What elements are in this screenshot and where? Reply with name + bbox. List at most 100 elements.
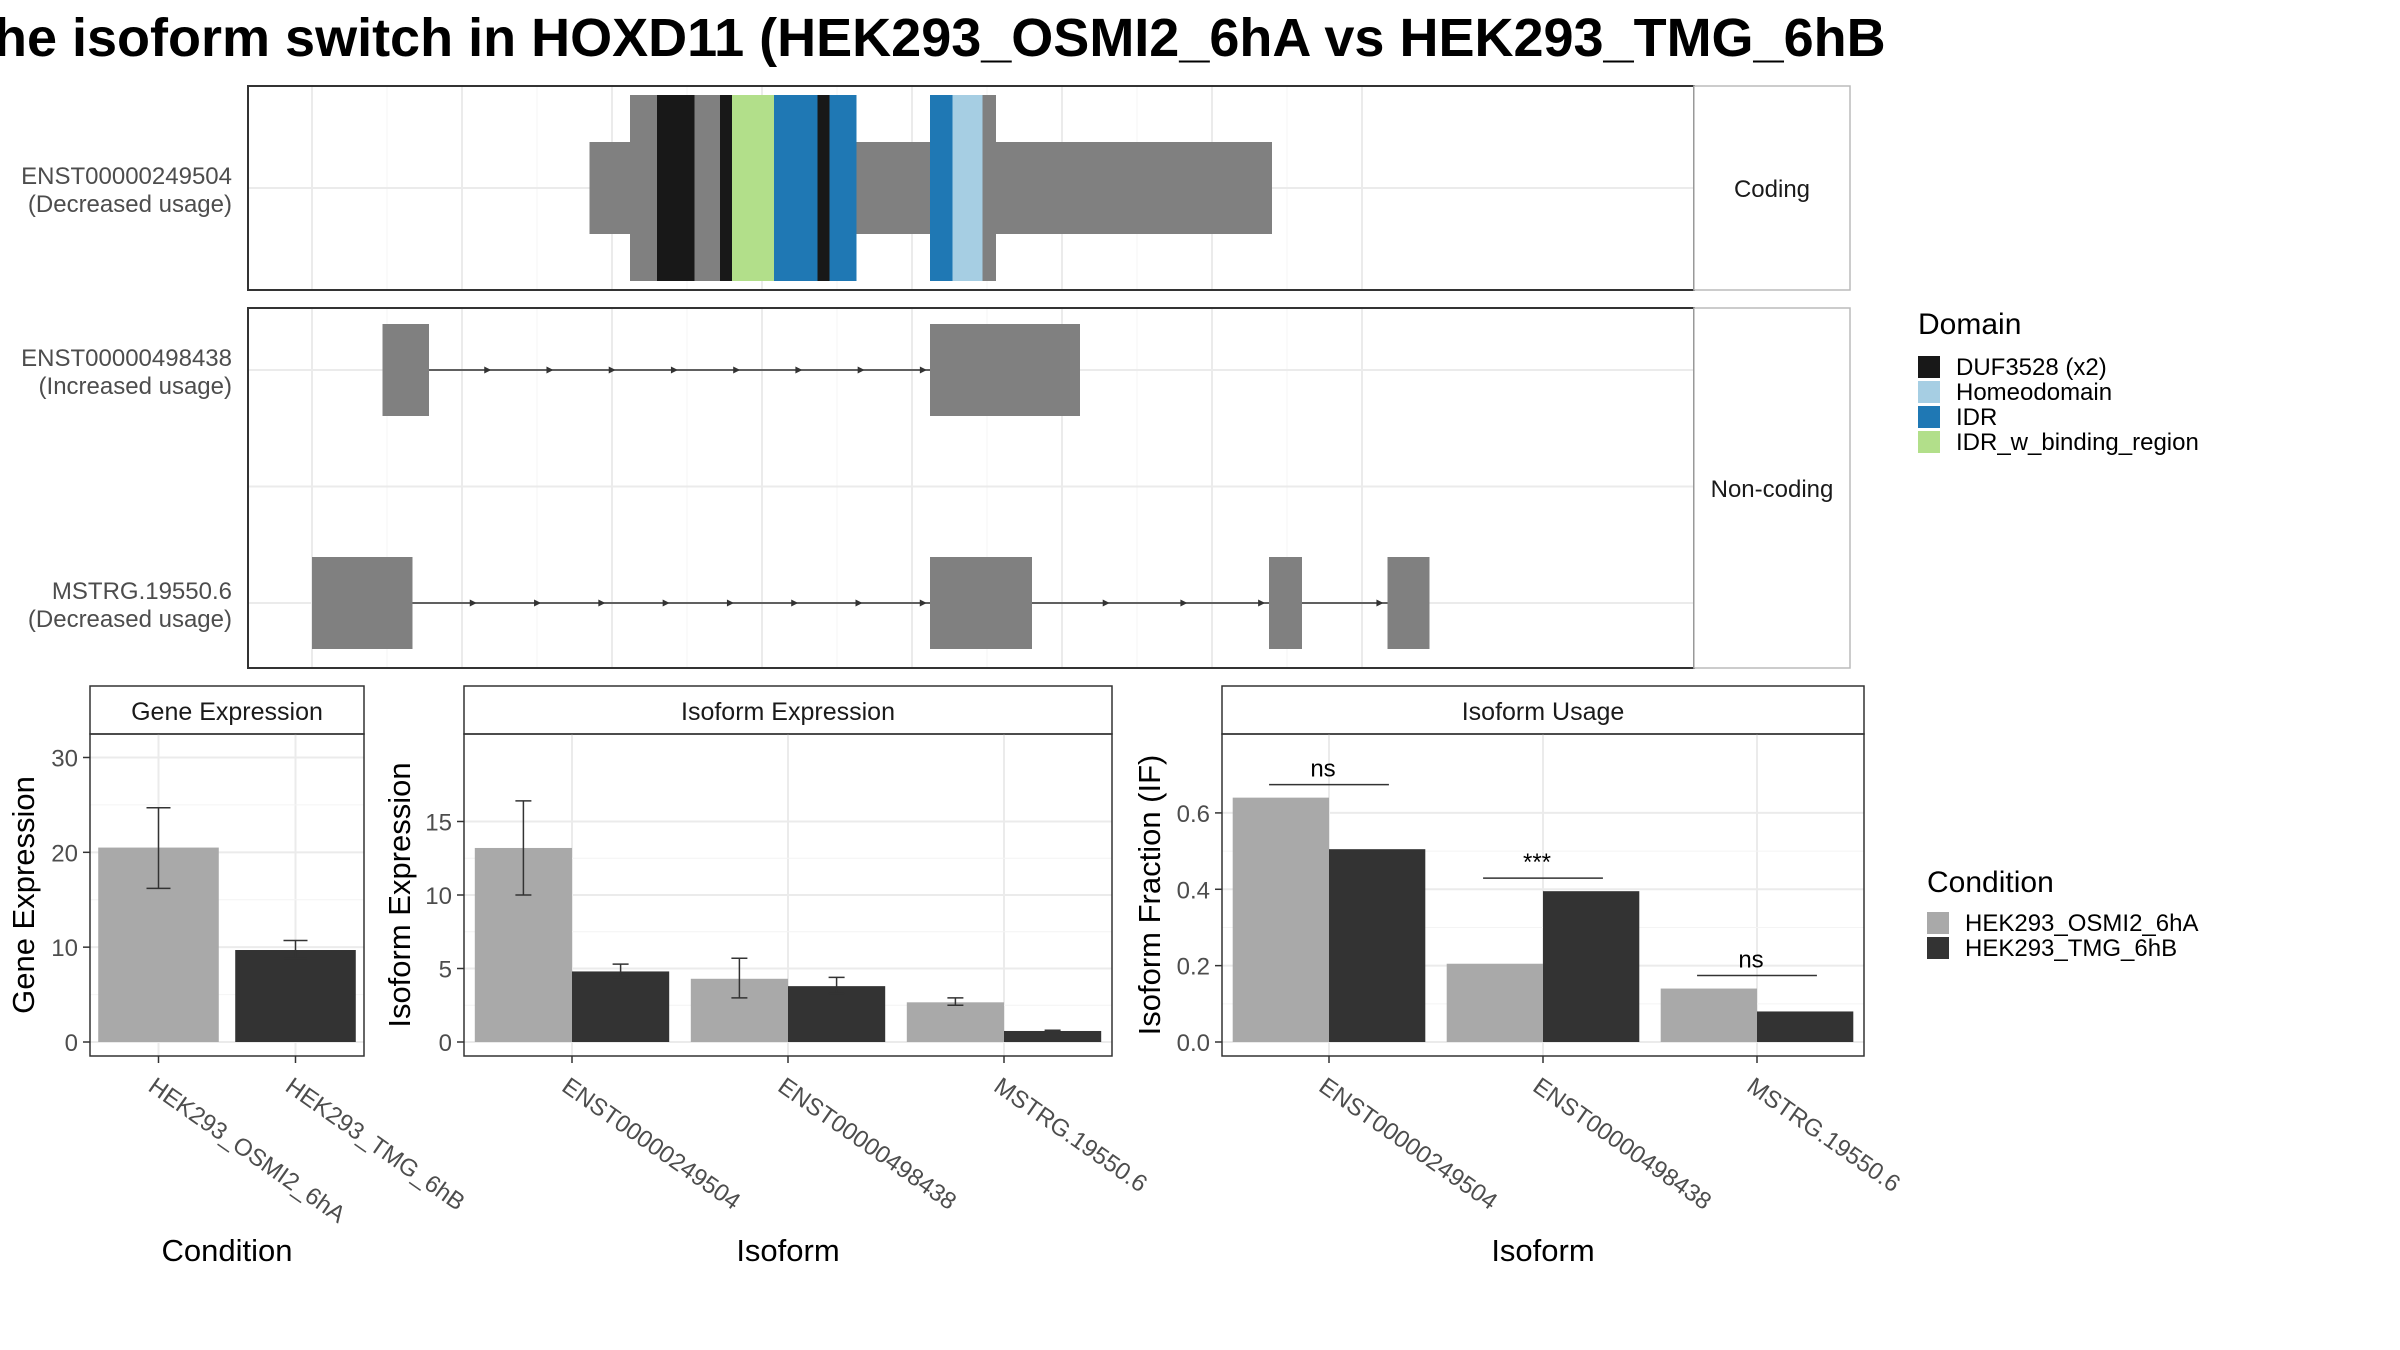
bar [1543,891,1640,1042]
condition-legend-key [1927,912,1949,934]
domain-legend-label: IDR_w_binding_region [1956,429,2199,456]
x-tick-label: MSTRG.19550.6 [1742,1073,1905,1198]
intron-arrow [733,366,741,374]
intron-arrow [469,599,477,607]
domain-legend-key [1918,356,1940,378]
domain-block [952,95,983,281]
intron-arrow [1102,599,1110,607]
intron-arrow [670,366,678,374]
domain-legend-label: DUF3528 (x2) [1956,354,2107,381]
y-tick-label: 0.6 [1177,801,1210,828]
y-axis-title: Isoform Fraction (IF) [1132,755,1167,1036]
chart-title: he isoform switch in HOXD11 (HEK293_OSMI… [0,8,1886,68]
domain-legend-title: Domain [1918,308,2021,341]
intron-arrow [919,599,927,607]
condition-legend-label: HEK293_TMG_6hB [1965,935,2177,962]
bar [1757,1011,1854,1042]
intron-arrow [857,366,865,374]
y-tick-label: 0.2 [1177,954,1210,981]
isoform-label: MSTRG.19550.6 [52,578,232,605]
x-axis-title: Condition [162,1233,293,1268]
y-tick-label: 0 [65,1030,78,1057]
bar [1004,1030,1102,1042]
y-tick-label: 0.0 [1177,1030,1210,1057]
panel-strip [89,685,365,735]
domain-block [774,95,818,281]
significance-label: ns [1310,756,1335,783]
domain-legend-key [1918,381,1940,403]
panel-border [89,733,365,1057]
bar [1232,797,1329,1042]
exon-block [930,557,1032,649]
y-tick-label: 10 [51,935,78,962]
x-tick-label: MSTRG.19550.6 [989,1073,1152,1198]
y-tick-label: 20 [51,840,78,867]
intron-arrow [598,599,606,607]
exon-block [382,324,429,416]
intron-arrow [791,599,799,607]
intron-arrow [726,599,734,607]
intron-arrow [662,599,670,607]
intron-arrow [608,366,616,374]
significance-label: *** [1523,849,1551,876]
exon-block [312,557,413,649]
panel-strip [463,685,1113,735]
exon-block [930,324,1080,416]
facet-strip-label: Non-coding [1711,476,1834,503]
bar [1446,963,1543,1042]
x-tick-label: ENST00000249504 [557,1073,745,1216]
x-tick-label: ENST00000249504 [1314,1073,1502,1216]
condition-legend-label: HEK293_OSMI2_6hA [1965,910,2198,937]
intron-arrow [855,599,863,607]
facet-strip [1693,307,1851,669]
intron-arrow [546,366,554,374]
panel-strip-title: Gene Expression [131,698,323,726]
bar [235,950,356,1042]
isoform-usage-label: (Increased usage) [39,373,232,400]
x-tick-label: ENST00000498438 [773,1073,961,1216]
y-tick-label: 10 [425,883,452,910]
bar [1329,849,1426,1042]
condition-legend-title: Condition [1927,866,2054,899]
intron-arrow [534,599,542,607]
facet-strip-label: Coding [1734,176,1810,203]
domain-block [732,95,774,281]
panel-strip-title: Isoform Expression [681,698,895,726]
domain-legend-label: Homeodomain [1956,379,2112,406]
y-tick-label: 15 [425,810,452,837]
intron-arrow [484,366,492,374]
intron-arrow [795,366,803,374]
domain-legend-key [1918,431,1940,453]
x-tick-label: ENST00000498438 [1528,1073,1716,1216]
y-tick-label: 0 [439,1030,452,1057]
bar [788,986,886,1042]
domain-legend-key [1918,406,1940,428]
isoform-usage-label: (Decreased usage) [28,606,232,633]
isoform-usage-label: (Decreased usage) [28,191,232,218]
exon-block [1269,557,1302,649]
x-axis-title: Isoform [1491,1233,1594,1268]
bar [906,1002,1004,1042]
domain-legend-label: IDR [1956,404,1997,431]
exon-block [1387,557,1430,649]
y-axis-title: Isoform Expression [382,762,417,1027]
significance-label: ns [1738,947,1763,974]
intron-arrow [919,366,927,374]
y-tick-label: 0.4 [1177,877,1210,904]
isoform-label: ENST00000498438 [21,345,232,372]
y-tick-label: 30 [51,745,78,772]
bar [1660,988,1757,1042]
y-tick-label: 5 [439,957,452,984]
x-axis-title: Isoform [736,1233,839,1268]
domain-block [657,95,695,281]
isoform-label: ENST00000249504 [21,163,232,190]
facet-strip [1693,85,1851,291]
intron-arrow [1376,599,1384,607]
bar [572,971,670,1042]
intron-arrow [1258,599,1266,607]
panel-strip [1221,685,1865,735]
domain-block [829,95,857,281]
condition-legend-key [1927,937,1949,959]
panel-strip-title: Isoform Usage [1462,698,1625,726]
